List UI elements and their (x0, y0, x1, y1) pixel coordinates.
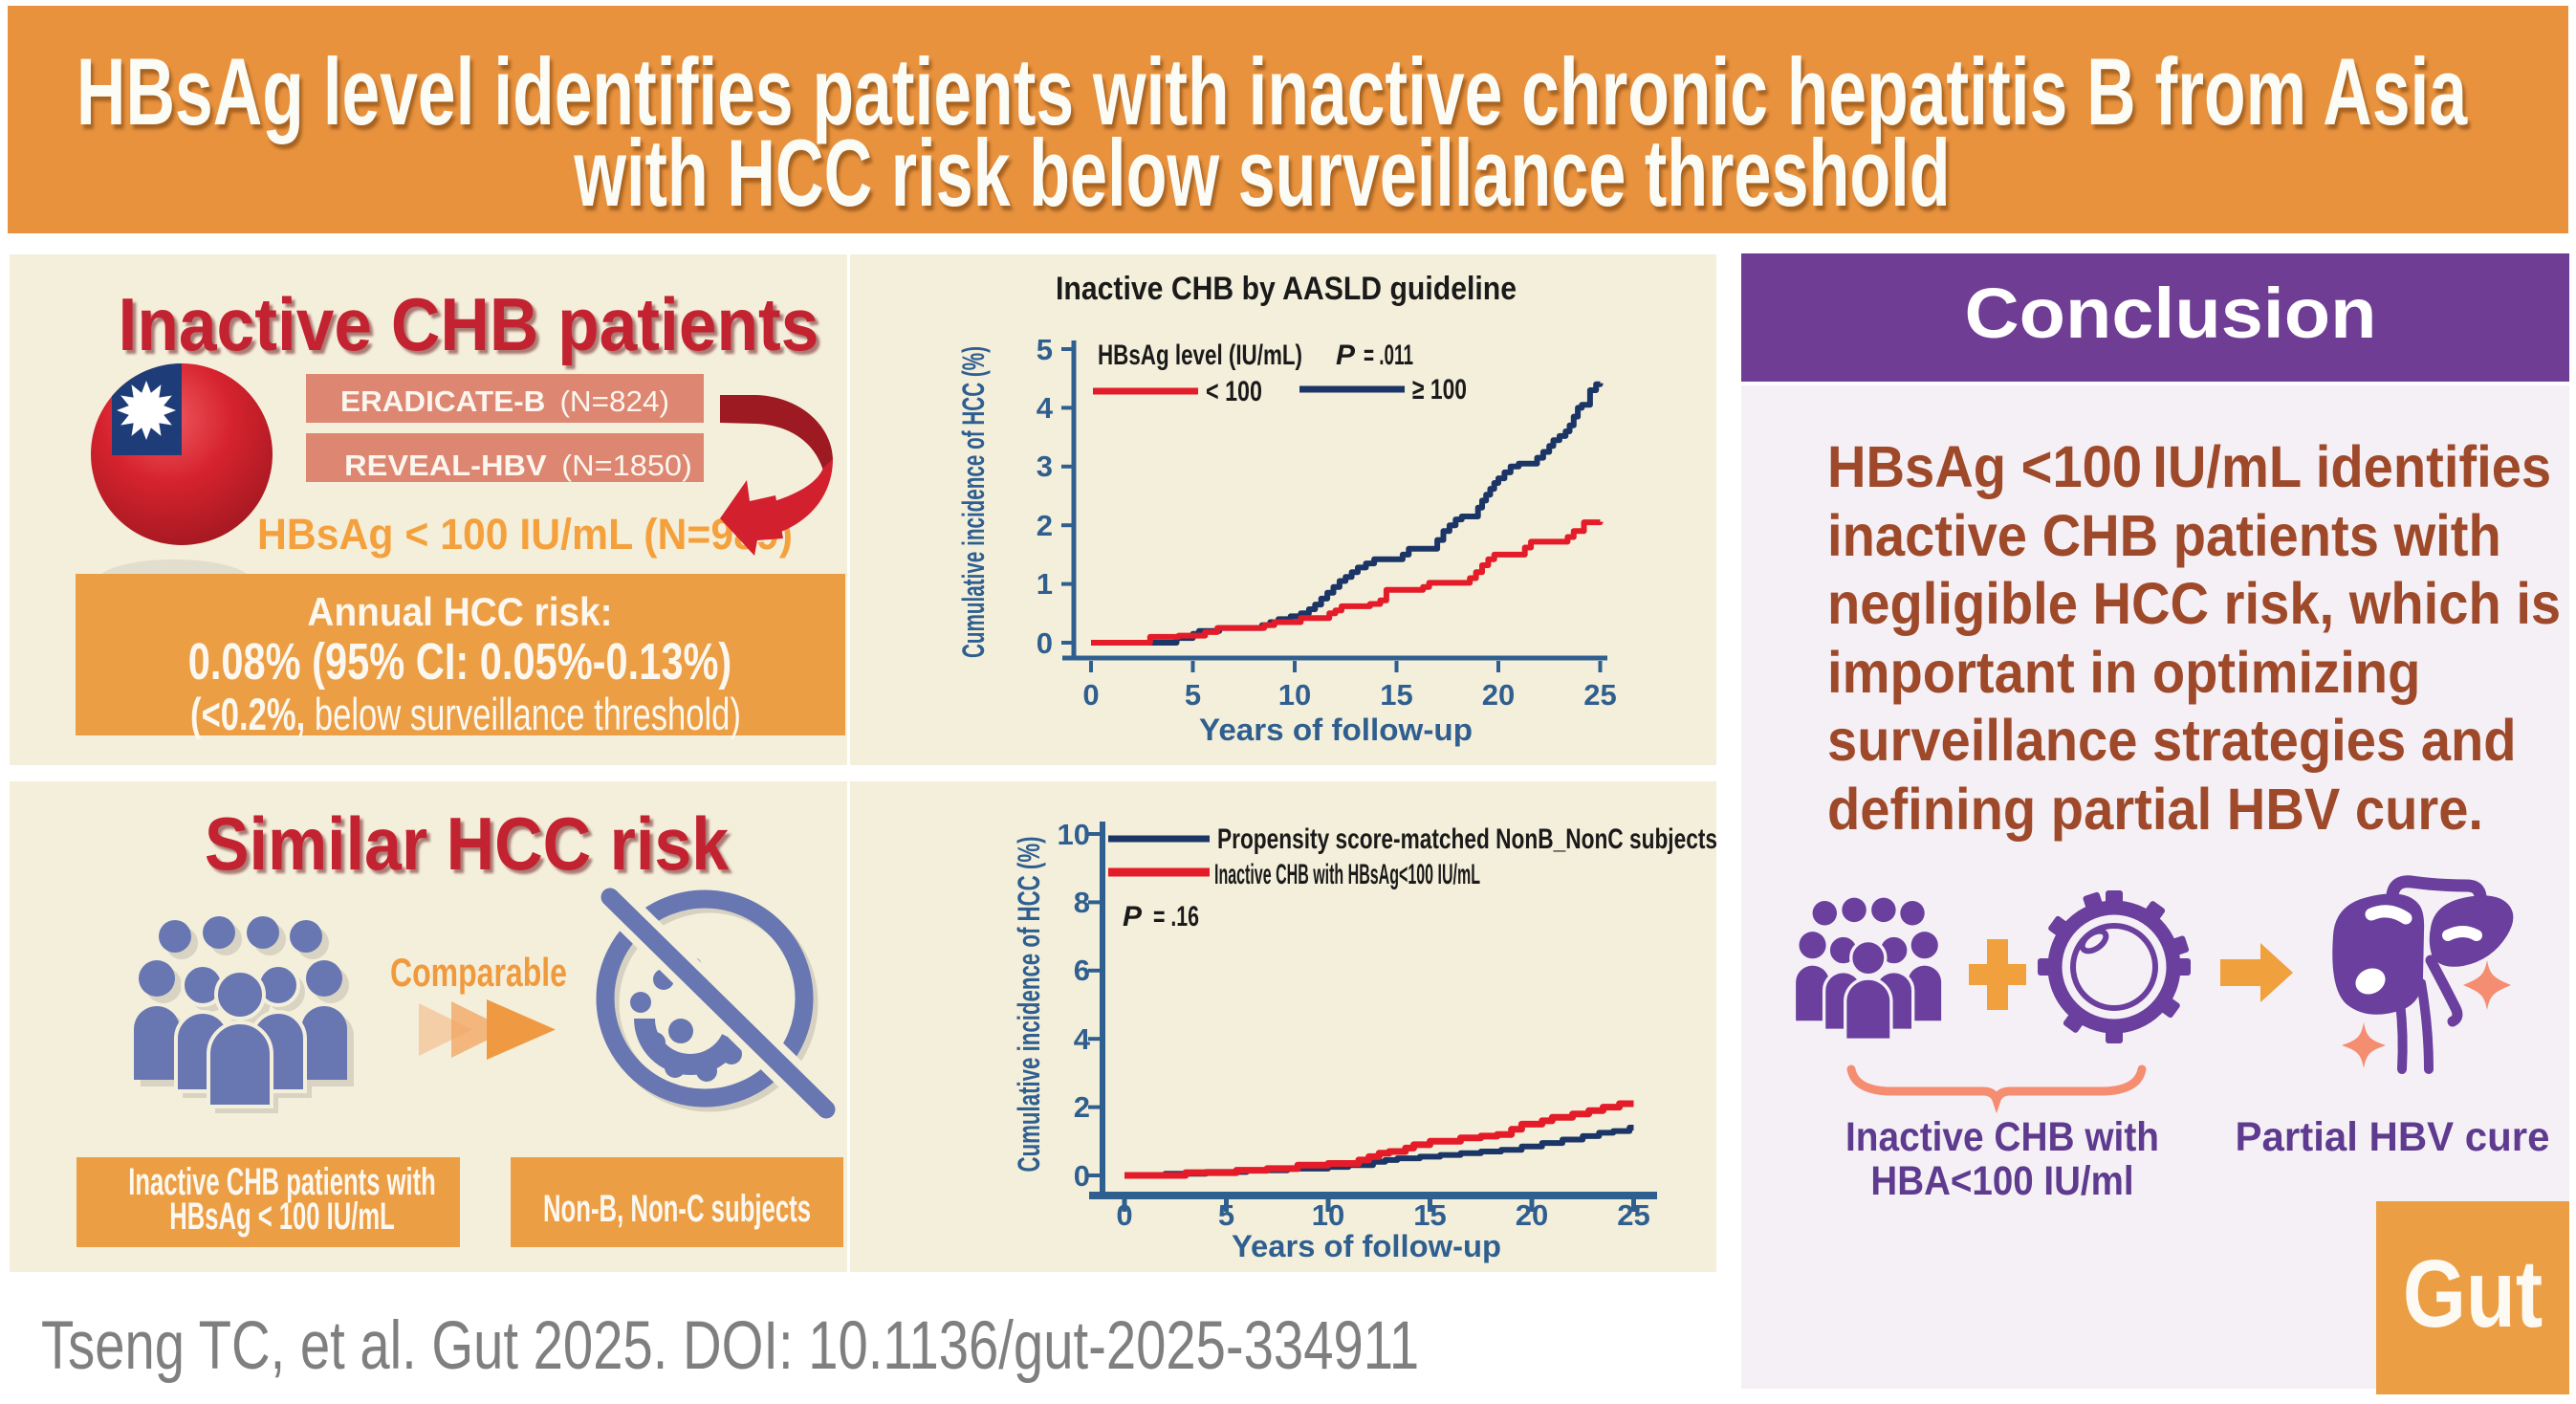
svg-text:P: P (1336, 340, 1356, 371)
svg-text:25: 25 (1617, 1198, 1649, 1232)
svg-text:0: 0 (1116, 1198, 1132, 1232)
svg-text:5: 5 (1185, 678, 1201, 712)
svg-text:< 100: < 100 (1206, 376, 1262, 407)
svg-text:10: 10 (1058, 818, 1090, 851)
svg-text:10: 10 (1312, 1198, 1344, 1232)
svg-text:Inactive CHB by AASLD guidelin: Inactive CHB by AASLD guideline (1056, 271, 1517, 307)
svg-text:6: 6 (1074, 954, 1090, 987)
svg-text:3: 3 (1037, 450, 1053, 483)
svg-text:= .011: = .011 (1364, 340, 1413, 371)
svg-text:= .16: = .16 (1153, 901, 1199, 932)
svg-text:P: P (1123, 901, 1143, 932)
svg-text:HBsAg level (IU/mL): HBsAg level (IU/mL) (1098, 340, 1302, 371)
svg-text:≥ 100: ≥ 100 (1412, 374, 1467, 406)
svg-text:Propensity score-matched NonB_: Propensity score-matched NonB_NonC subje… (1217, 823, 1717, 855)
svg-text:5: 5 (1037, 333, 1053, 366)
svg-text:Years of follow-up: Years of follow-up (1232, 1229, 1501, 1263)
svg-text:10: 10 (1278, 678, 1311, 712)
svg-text:Inactive CHB with HBsAg<100 IU: Inactive CHB with HBsAg<100 IU/mL (1214, 859, 1480, 890)
svg-text:8: 8 (1074, 886, 1090, 919)
svg-text:2: 2 (1074, 1090, 1090, 1124)
svg-text:25: 25 (1583, 678, 1616, 712)
svg-text:0: 0 (1074, 1159, 1090, 1193)
svg-text:Cumulative incidence of HCC (%: Cumulative incidence of HCC (%) (956, 346, 991, 658)
svg-text:15: 15 (1380, 678, 1412, 712)
svg-text:4: 4 (1074, 1022, 1091, 1056)
svg-text:15: 15 (1413, 1198, 1446, 1232)
svg-text:Years of follow-up: Years of follow-up (1199, 713, 1473, 747)
svg-text:2: 2 (1037, 509, 1053, 542)
svg-text:1: 1 (1037, 567, 1053, 601)
svg-text:5: 5 (1218, 1198, 1234, 1232)
svg-text:20: 20 (1482, 678, 1515, 712)
svg-text:20: 20 (1516, 1198, 1548, 1232)
svg-text:4: 4 (1037, 391, 1054, 425)
svg-text:0: 0 (1037, 626, 1053, 660)
svg-text:0: 0 (1082, 678, 1099, 712)
svg-text:Cumulative incidence of HCC (%: Cumulative incidence of HCC (%) (1012, 837, 1046, 1173)
